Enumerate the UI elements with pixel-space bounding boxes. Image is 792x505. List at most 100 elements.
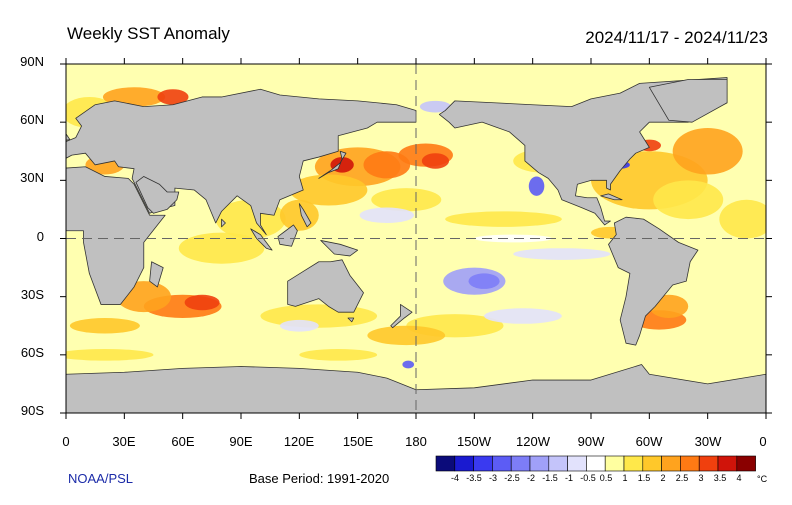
colorbar-label: 1 (622, 473, 628, 483)
anomaly-patch (421, 153, 450, 169)
x-tick-label: 30W (694, 434, 722, 449)
colorbar-swatch (680, 455, 700, 472)
x-tick-label: 0 (759, 434, 767, 449)
x-tick-label: 60E (171, 434, 195, 449)
land-antarctica (66, 364, 766, 413)
colorbar-label: -4 (450, 473, 460, 483)
colorbar-label: -0.5 (580, 473, 596, 483)
anomaly-patch (178, 232, 265, 264)
credit-label: NOAA/PSL (68, 471, 134, 486)
colorbar-unit: °C (757, 474, 768, 484)
colorbar-label: -3.5 (466, 473, 482, 483)
y-tick-label: 30N (20, 170, 44, 185)
colorbar-swatch (661, 455, 681, 472)
anomaly-patch (184, 294, 220, 311)
base-period-label: Base Period: 1991-2020 (249, 471, 390, 486)
anomaly-patch (69, 317, 140, 334)
anomaly-patch (371, 188, 442, 212)
land-cuba (600, 193, 623, 201)
colorbar-swatch (567, 455, 587, 472)
anomaly-patch (260, 304, 378, 328)
colorbar-swatch (435, 455, 456, 472)
axis-ticks (60, 58, 772, 419)
x-tick-label: 90E (229, 434, 253, 449)
colorbar-swatch (623, 455, 644, 472)
land-masses (66, 77, 766, 413)
x-tick-label: 0 (62, 434, 70, 449)
land-new-guinea (320, 240, 359, 257)
colorbar-swatch (586, 455, 606, 472)
y-tick-label: 60N (20, 112, 44, 127)
x-tick-label: 30E (112, 434, 136, 449)
anomaly-patch (719, 199, 766, 239)
colorbar-label: -2.5 (504, 473, 520, 483)
x-tick-label: 150W (457, 434, 491, 449)
anomaly-patch (402, 360, 415, 369)
colorbar-label: 2.5 (675, 473, 689, 483)
colorbar-swatch (604, 455, 625, 472)
land-arabia (135, 176, 180, 214)
anomaly-patch (359, 207, 415, 223)
land-new-zealand (390, 304, 413, 329)
colorbar-swatch (473, 455, 493, 472)
anomaly-patch (367, 325, 446, 346)
x-tick-label: 120W (516, 434, 550, 449)
colorbar-label: -3 (488, 473, 498, 483)
colorbar-swatch (492, 455, 512, 472)
y-tick-label: 90S (20, 403, 44, 418)
land-north-america (438, 77, 728, 226)
land-madagascar (149, 261, 164, 288)
land-greenland (648, 79, 728, 123)
y-tick-label: 60S (20, 345, 44, 360)
anomaly-patch (445, 211, 562, 227)
colorbar-swatch (529, 455, 550, 472)
anomaly-patch (66, 349, 154, 361)
land-australia (287, 259, 364, 313)
colorbar-label: 4 (736, 473, 742, 483)
colorbar-label: 3 (698, 473, 704, 483)
colorbar-label: 1.5 (637, 473, 651, 483)
x-tick-label: 120E (283, 434, 315, 449)
anomaly-patch (474, 234, 553, 243)
y-tick-label: 0 (36, 229, 44, 244)
land-tasmania (347, 317, 355, 323)
colorbar-swatch (717, 455, 738, 472)
colorbar-label: 2 (660, 473, 666, 483)
land-africa (66, 166, 166, 305)
x-tick-label: 150E (342, 434, 374, 449)
colorbar-swatch (548, 455, 568, 472)
anomaly-patch (279, 319, 319, 332)
y-tick-label: 30S (20, 287, 44, 302)
anomaly-patch (484, 308, 562, 324)
anomaly-patch (653, 180, 724, 220)
land-south-america (608, 216, 699, 346)
x-tick-label: 180 (405, 434, 427, 449)
x-tick-label: 90W (577, 434, 605, 449)
anomaly-patch (289, 174, 368, 206)
anomaly-patch (419, 100, 452, 113)
colorbar-label: -1 (564, 473, 574, 483)
colorbar-swatch (454, 455, 474, 472)
land-india-sri (221, 218, 226, 228)
colorbar-swatch (736, 455, 756, 472)
y-tick-label: 90N (20, 54, 44, 69)
colorbar-swatch (510, 455, 531, 472)
x-tick-label: 60W (635, 434, 663, 449)
colorbar-label: 0.5 (599, 473, 613, 483)
anomaly-patch (672, 127, 743, 175)
colorbar-label: -1.5 (542, 473, 558, 483)
anomaly-patch (513, 248, 611, 260)
colorbar-label: 3.5 (713, 473, 727, 483)
land-sumatra (250, 228, 273, 251)
land-britain (66, 133, 71, 141)
anomaly-patch (468, 273, 500, 289)
colorbar-swatch (698, 455, 719, 472)
land-philippines (298, 203, 312, 228)
colorbar-swatch (642, 455, 662, 472)
land-borneo (277, 224, 298, 247)
land-japan (318, 150, 347, 179)
colorbar-label: -2 (526, 473, 536, 483)
anomaly-patch (299, 349, 378, 361)
